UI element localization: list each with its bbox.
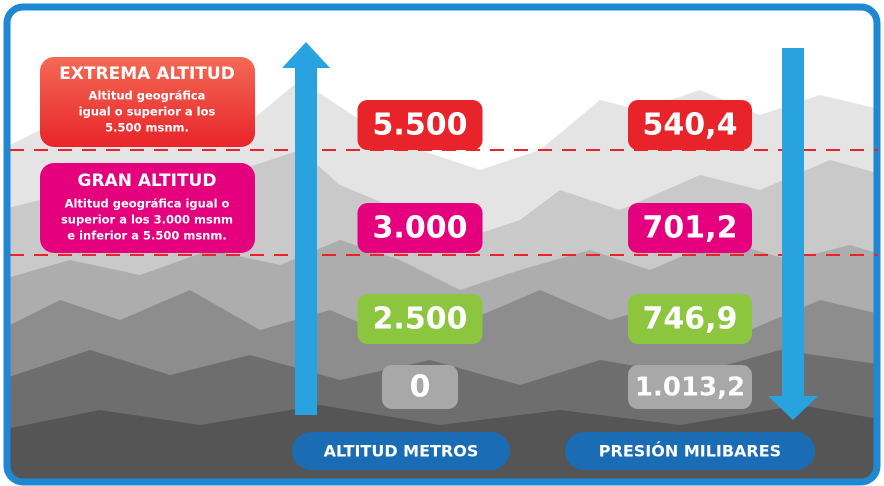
zone-title: EXTREMA ALTITUD bbox=[59, 64, 235, 84]
axis-label: ALTITUD METROS bbox=[324, 442, 479, 461]
zone-gran: GRAN ALTITUD Altitud geográfica igual o … bbox=[40, 163, 255, 253]
zone-description: superior a los 3.000 msnm bbox=[61, 213, 233, 227]
pressure-value: 746,9 bbox=[643, 302, 738, 337]
altitude-value: 0 bbox=[410, 370, 431, 405]
zone-description: Altitud geográfica bbox=[89, 89, 206, 103]
zone-description: Altitud geográfica igual o bbox=[65, 197, 230, 211]
zone-description: igual o superior a los bbox=[79, 105, 216, 119]
altitude-value: 3.000 bbox=[373, 211, 468, 246]
altitude-value: 5.500 bbox=[373, 108, 468, 143]
zone-description: e inferior a 5.500 msnm. bbox=[67, 229, 226, 243]
zone-extrema: EXTREMA ALTITUD Altitud geográfica igual… bbox=[40, 57, 255, 147]
axis-label: PRESIÓN MILIBARES bbox=[599, 442, 781, 461]
pressure-value: 701,2 bbox=[643, 211, 738, 246]
zone-description: 5.500 msnm. bbox=[105, 121, 189, 135]
infographic: EXTREMA ALTITUD Altitud geográfica igual… bbox=[0, 0, 884, 486]
pressure-value: 540,4 bbox=[643, 108, 738, 143]
zone-title: GRAN ALTITUD bbox=[78, 171, 217, 191]
pressure-value: 1.013,2 bbox=[635, 373, 745, 403]
altitude-value: 2.500 bbox=[373, 302, 468, 337]
